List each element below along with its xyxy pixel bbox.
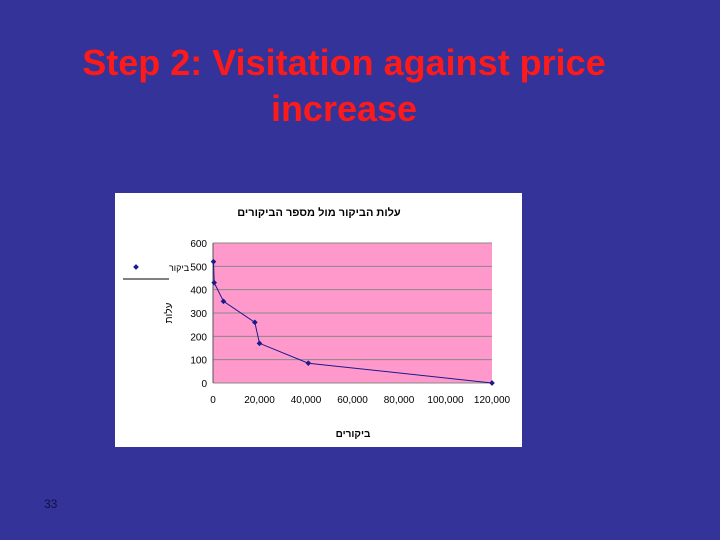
- y-tick-label: 400: [190, 286, 207, 297]
- x-tick-label: 80,000: [384, 395, 415, 406]
- y-tick-label: 200: [190, 332, 207, 343]
- x-tick-label: 0: [210, 395, 216, 406]
- axis-layer: 0 100 200 300 400 500 600 0 20,000 40,000 60,000 80…: [190, 239, 510, 406]
- x-tick-label: 20,000: [244, 395, 275, 406]
- scatter-chart: עלות הביקור מול מספר הביקורים 0 100 200 300…: [123, 206, 511, 440]
- y-tick-label: 100: [190, 356, 207, 367]
- y-tick-label: 500: [190, 262, 207, 273]
- x-tick-label: 100,000: [427, 395, 464, 406]
- x-tick-label: 60,000: [337, 395, 368, 406]
- legend: ביקור: [123, 263, 190, 280]
- chart-title: עלות הביקור מול מספר הביקורים: [237, 206, 401, 219]
- data-point: [305, 360, 312, 366]
- chart-container: עלות הביקור מול מספר הביקורים 0 100 200 300…: [115, 193, 522, 447]
- x-tick-label: 40,000: [291, 395, 322, 406]
- data-point: [489, 380, 495, 386]
- grid-layer: [213, 242, 492, 384]
- y-tick-label: 600: [190, 239, 207, 250]
- y-axis-label: עלות: [163, 303, 175, 324]
- page-number: 33: [44, 497, 58, 511]
- slide-title-line-2: increase: [270, 88, 418, 129]
- y-tick-label: 300: [190, 309, 207, 320]
- data-point: [256, 340, 263, 347]
- slide-title-line-1: Step 2: Visitation against price: [82, 42, 606, 83]
- slide-title: Step 2: Visitation against price increas…: [0, 40, 688, 132]
- data-point: [211, 279, 217, 286]
- legend-label: ביקור: [169, 263, 190, 273]
- x-axis-label: ביקורים: [336, 429, 371, 440]
- x-tick-label: 120,000: [474, 395, 511, 406]
- data-point: [220, 298, 227, 305]
- legend-marker: [133, 264, 139, 270]
- y-tick-label: 0: [201, 379, 207, 390]
